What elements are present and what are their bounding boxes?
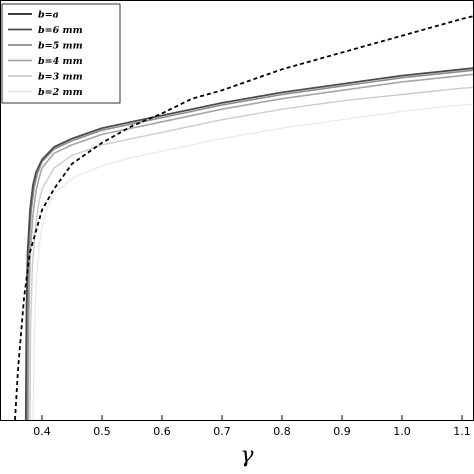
legend-box <box>1 3 121 104</box>
ticks-layer: 0.4 0.5 0.6 0.7 0.8 0.9 1.0 1.1 <box>33 415 471 438</box>
series-line-2 <box>26 69 474 421</box>
x-tick-label-1: 0.5 <box>93 425 111 438</box>
series-line-1 <box>24 67 474 421</box>
series-line-5 <box>32 103 474 421</box>
legend-label-0: b=a <box>38 10 59 21</box>
legend: b=a b=6 mm b=5 mm b=4 mm b=3 mm b=2 mm <box>1 3 121 104</box>
x-tick-label-4: 0.8 <box>273 425 291 438</box>
legend-label-3: b=4 mm <box>38 56 83 67</box>
legend-label-1: b=6 mm <box>38 25 83 36</box>
x-axis-label: γ <box>240 443 254 468</box>
series-line-3 <box>27 73 474 421</box>
x-tick-label-3: 0.7 <box>213 425 231 438</box>
x-tick-label-5: 0.9 <box>333 425 351 438</box>
x-tick-label-6: 1.0 <box>393 425 411 438</box>
series-layer <box>14 15 474 421</box>
legend-label-5: b=2 mm <box>38 87 83 98</box>
x-tick-label-2: 0.6 <box>153 425 171 438</box>
x-tick-label-0: 0.4 <box>33 425 51 438</box>
x-tick-label-7: 1.1 <box>453 425 471 438</box>
series-line-0 <box>14 15 474 421</box>
legend-label-4: b=3 mm <box>38 72 83 83</box>
legend-label-2: b=5 mm <box>38 41 83 52</box>
